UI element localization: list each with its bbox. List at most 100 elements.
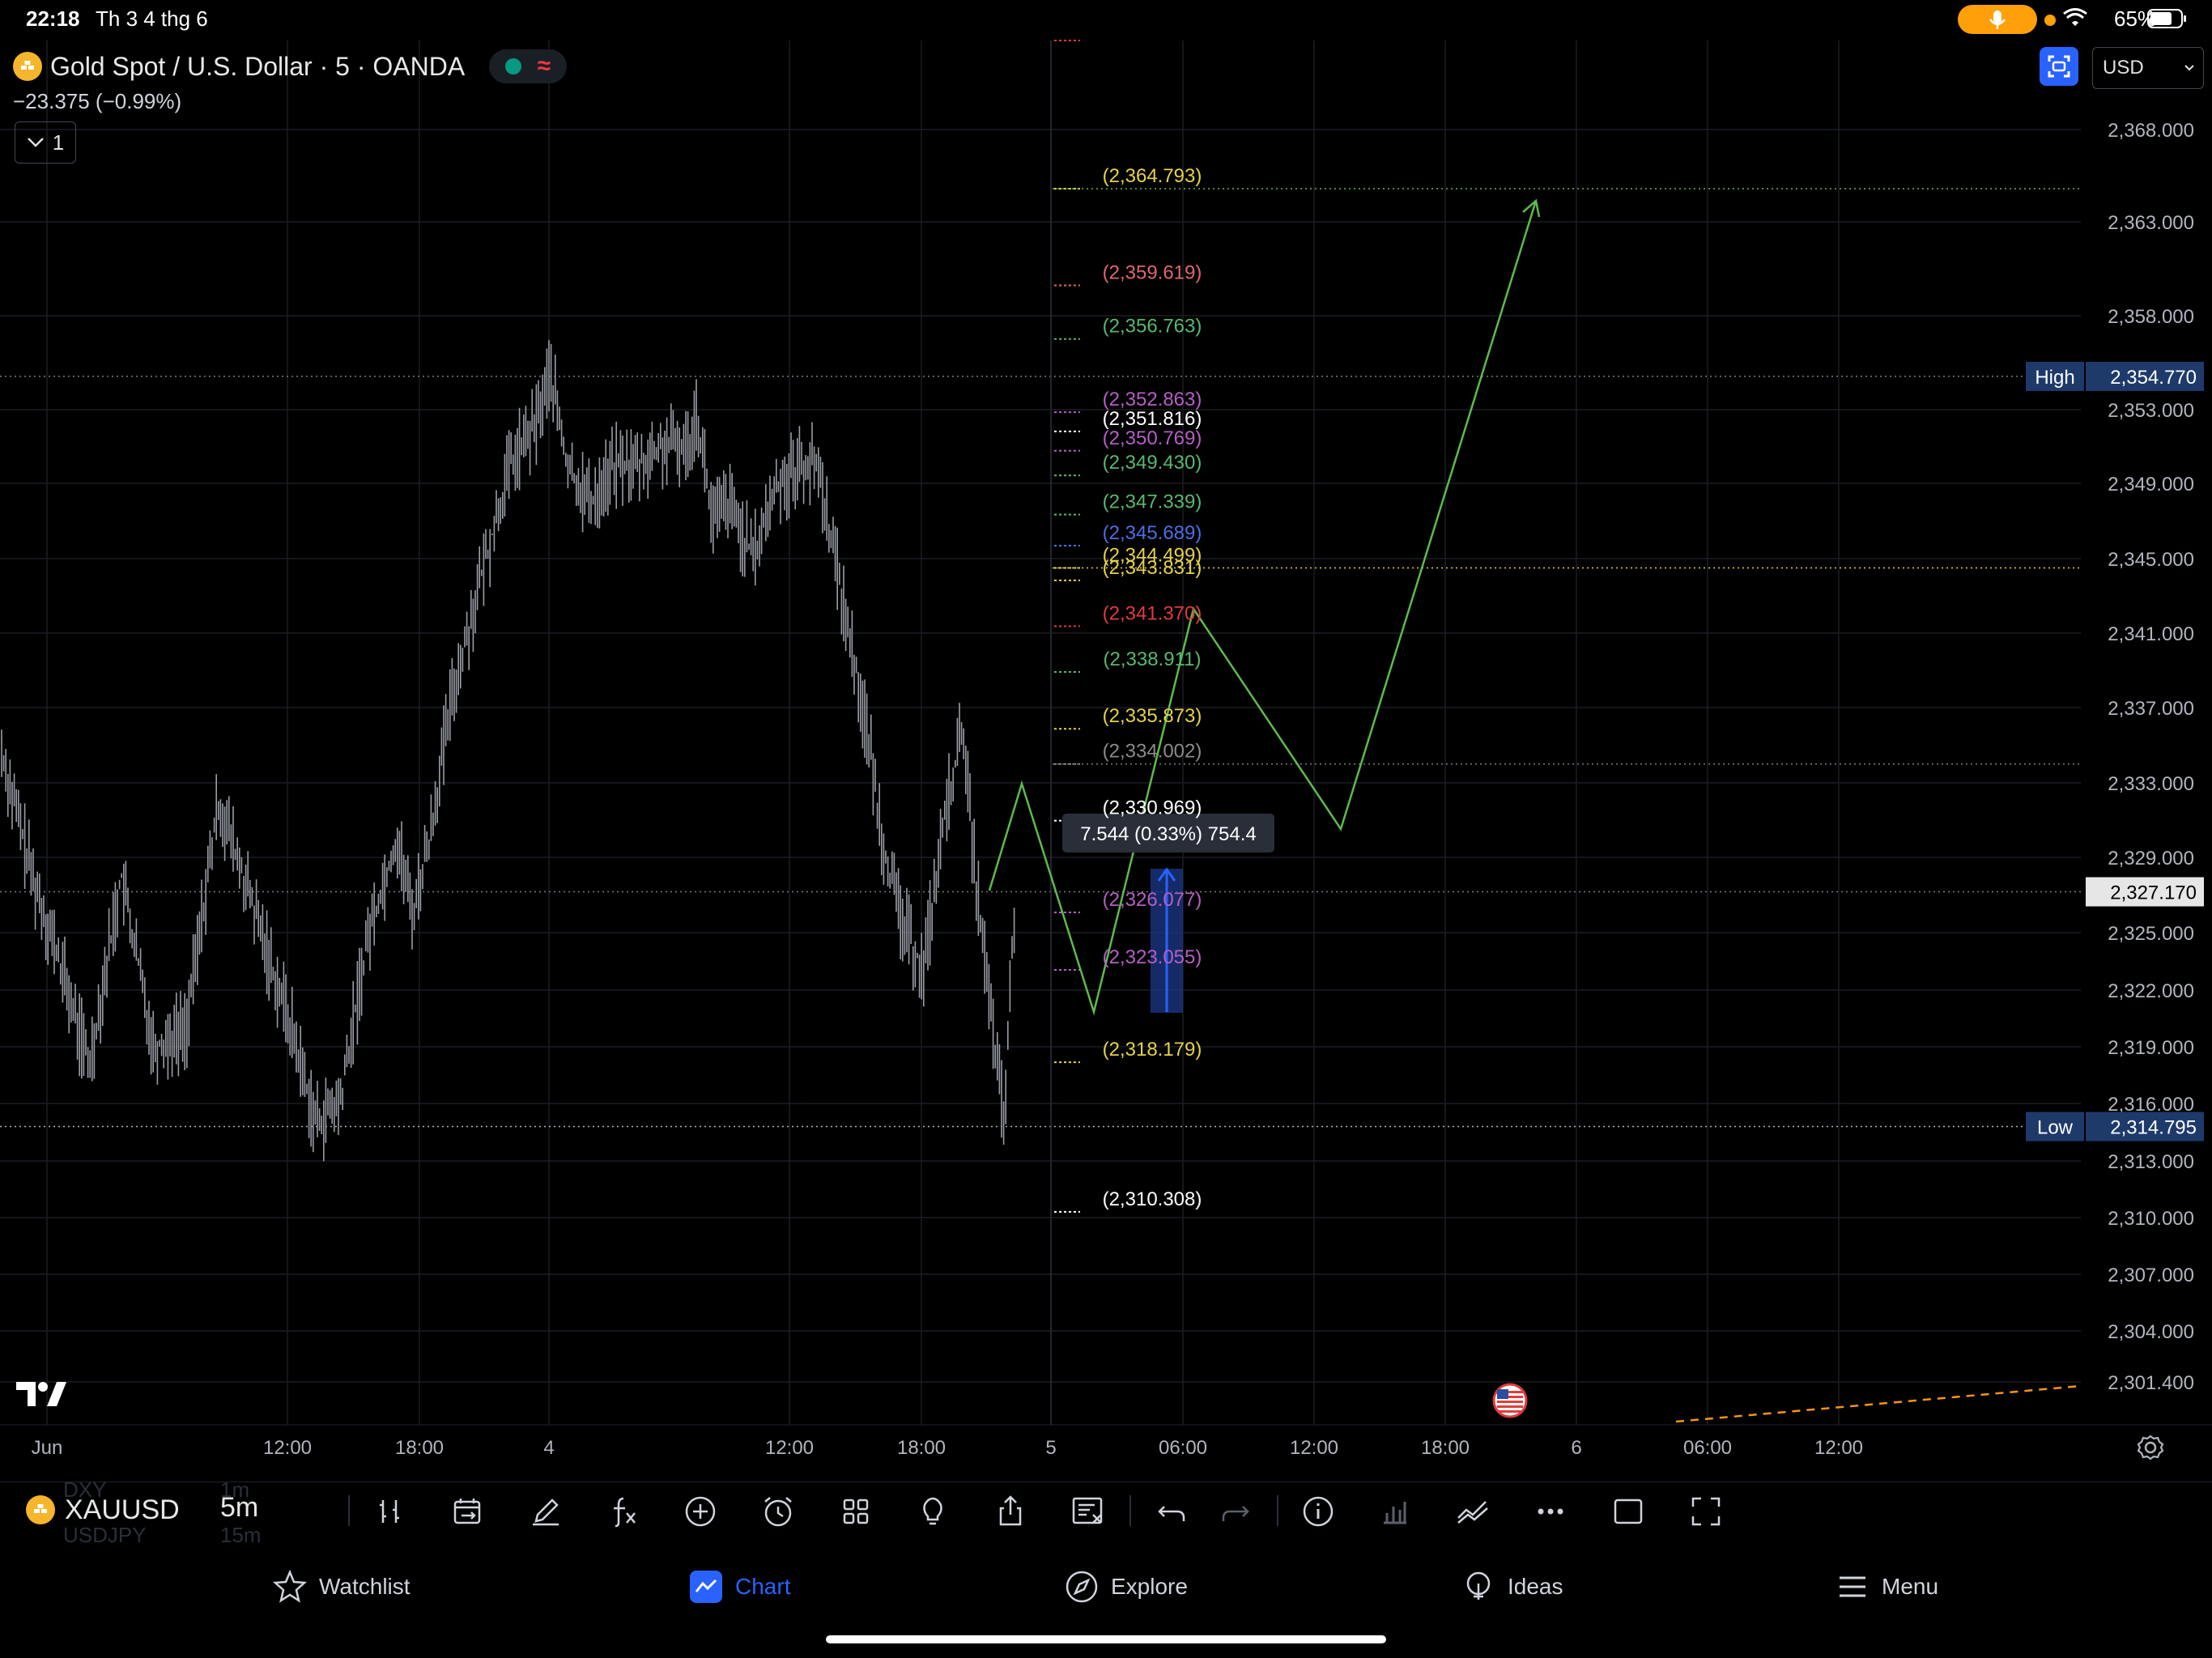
candles-icon — [380, 1500, 399, 1523]
wave-icon: ≈ — [537, 53, 551, 79]
measure-tool: 7.544 (0.33%) 754.4 — [1062, 814, 1274, 1013]
low-badge-label: Low — [2037, 1117, 2074, 1139]
time-tick-label: 5 — [1045, 1437, 1056, 1459]
chart-type-button[interactable] — [370, 1492, 409, 1531]
compare-button[interactable] — [1453, 1492, 1492, 1531]
layout-single-button[interactable] — [1609, 1492, 1648, 1531]
measure-tooltip-box — [1062, 814, 1274, 852]
time-tick-label: 18:00 — [1421, 1437, 1470, 1459]
lightbulb-icon — [923, 1497, 942, 1525]
wifi-icon — [2063, 8, 2087, 26]
collapse-indicators-button[interactable]: 1 — [15, 121, 76, 164]
price-tick-label: 2,363.000 — [2108, 212, 2194, 234]
add-button[interactable] — [681, 1492, 720, 1531]
star-icon — [272, 1569, 308, 1603]
flag-stripe — [1497, 1391, 1523, 1393]
currency-select[interactable]: USD — [2092, 47, 2204, 89]
plus-circle-icon — [685, 1496, 716, 1527]
clear-drawings-button[interactable] — [1069, 1492, 1108, 1531]
nav-explore[interactable]: Explore — [1064, 1569, 1188, 1605]
redo-button[interactable] — [1215, 1492, 1254, 1531]
price-tick-label: 2,319.000 — [2108, 1037, 2194, 1059]
fib-level-label: (2,310.308) — [1103, 1188, 1202, 1210]
fib-level-label: (2,338.911) — [1104, 648, 1202, 670]
last-price-badge-value: 2,327.170 — [2110, 882, 2197, 904]
time-tick-label: 18:00 — [897, 1437, 946, 1459]
compare-lines-icon — [1457, 1501, 1488, 1524]
undo-button[interactable] — [1153, 1492, 1192, 1531]
price-tick-label: 2,349.000 — [2108, 474, 2194, 495]
price-tick-label: 2,325.000 — [2108, 923, 2194, 945]
time-tick-label: 12:00 — [1290, 1437, 1338, 1459]
gear-icon[interactable] — [2134, 1431, 2167, 1464]
chart-horizontal-lines — [0, 40, 2082, 1425]
tradingview-logo[interactable] — [16, 1376, 66, 1417]
time-tick-label: 12:00 — [765, 1437, 814, 1459]
us-flag-event-icon — [1492, 1383, 1528, 1418]
more-button[interactable] — [1531, 1492, 1570, 1531]
timeframe-picker[interactable]: 5m — [220, 1492, 259, 1523]
financials-button[interactable] — [1376, 1492, 1414, 1531]
symbol-title[interactable]: Gold Spot / U.S. Dollar · 5 · OANDA — [50, 51, 466, 81]
time-tick-label: 18:00 — [395, 1437, 444, 1459]
fib-level-label: (2,350.769) — [1103, 427, 1202, 449]
indicator-count: 1 — [52, 130, 65, 155]
time-axis: Jun 12:00 18:00 4 12:00 18:00 5 06:00 12:00 18:00… — [32, 1383, 1863, 1459]
time-tick-label: 12:00 — [1814, 1437, 1863, 1459]
status-date: Th 3 4 thg 6 — [96, 6, 208, 31]
fullscreen-button[interactable] — [1687, 1492, 1725, 1531]
ideas-button[interactable] — [913, 1492, 952, 1531]
info-button[interactable] — [1299, 1492, 1338, 1531]
indicator-status-pill[interactable]: ≈ — [489, 49, 568, 83]
layout-button[interactable] — [836, 1492, 875, 1531]
time-tick-label: 6 — [1571, 1437, 1581, 1459]
chevron-down-icon — [2184, 65, 2194, 71]
fib-level-label: (2,344.499) — [1103, 545, 1202, 567]
measure-arrow-head — [1157, 867, 1176, 882]
more-dots-icon — [1538, 1508, 1563, 1515]
status-time: 22:18 — [26, 6, 80, 31]
snapshot-button[interactable] — [2040, 47, 2078, 86]
nav-menu[interactable]: Menu — [1835, 1569, 1938, 1605]
nav-label: Chart — [735, 1574, 791, 1599]
home-indicator[interactable] — [826, 1635, 1386, 1643]
flag-canton — [1497, 1389, 1508, 1399]
clear-list-icon — [1072, 1497, 1103, 1524]
chart-toolbar: DXY USDJPY 1m 15m XAUUSD 5m — [0, 1477, 2212, 1547]
price-tick-label: 2,313.000 — [2108, 1151, 2194, 1173]
high-badge-label-bg — [2026, 361, 2084, 391]
flag-stripe — [1497, 1405, 1523, 1408]
grid-icon — [843, 1499, 869, 1524]
battery-icon — [2147, 9, 2186, 28]
price-tick-label: 2,310.000 — [2108, 1208, 2194, 1230]
last-price-badge-value-bg — [2086, 877, 2204, 907]
high-badge-value-bg — [2086, 361, 2204, 391]
symbol-name: XAUUSD — [65, 1494, 180, 1525]
lightbulb-icon — [1466, 1571, 1491, 1600]
nav-watchlist[interactable]: Watchlist — [272, 1569, 410, 1605]
indicators-button[interactable] — [604, 1492, 643, 1531]
price-tick-label: 2,307.000 — [2108, 1265, 2194, 1286]
fib-level-label: (2,343.831) — [1103, 557, 1202, 579]
fib-level-label: (2,330.969) — [1103, 797, 1202, 819]
share-button[interactable] — [991, 1492, 1030, 1531]
fullscreen-icon — [1691, 1497, 1721, 1526]
symbol-picker[interactable]: XAUUSD — [16, 1489, 180, 1531]
price-chart[interactable]: 7.544 (0.33%) 754.4 (2,364.793) (2,359.61… — [0, 0, 2212, 1482]
symbol-header[interactable]: Gold Spot / U.S. Dollar · 5 · OANDA ≈ — [13, 49, 568, 84]
nav-chart[interactable]: Chart — [688, 1569, 790, 1605]
alert-button[interactable] — [759, 1492, 798, 1531]
fib-level-label: (2,345.689) — [1103, 522, 1202, 544]
replay-button[interactable] — [449, 1492, 487, 1531]
alarm-clock-icon — [764, 1497, 792, 1527]
fib-level-label: (2,323.055) — [1103, 946, 1202, 968]
price-tick-label: 2,353.000 — [2108, 400, 2194, 422]
drawing-tools-button[interactable] — [526, 1492, 565, 1531]
gold-coin-icon — [13, 52, 42, 81]
price-tick-label: 2,301.400 — [2108, 1372, 2194, 1394]
nav-ideas[interactable]: Ideas — [1461, 1569, 1563, 1605]
price-tick-label: 2,345.000 — [2108, 549, 2194, 571]
price-axis: 2,368.000 2,363.000 2,358.000 2,353.000 2,34… — [2026, 120, 2204, 1394]
toolbar-divider — [1129, 1495, 1131, 1526]
chart-grid — [0, 40, 2212, 1426]
